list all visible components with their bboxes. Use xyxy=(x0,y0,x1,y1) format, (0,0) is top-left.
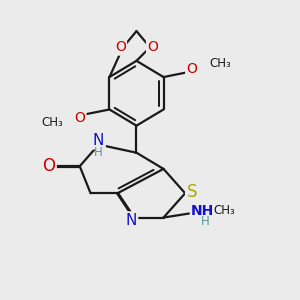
Text: H: H xyxy=(201,215,210,228)
Text: N: N xyxy=(125,213,137,228)
Text: O: O xyxy=(186,62,197,76)
Text: S: S xyxy=(187,183,197,201)
Text: O: O xyxy=(74,111,85,124)
Text: O: O xyxy=(42,157,55,175)
Text: CH₃: CH₃ xyxy=(214,204,235,217)
Text: N: N xyxy=(93,133,104,148)
Text: O: O xyxy=(147,40,158,54)
Text: CH₃: CH₃ xyxy=(209,57,231,70)
Text: O: O xyxy=(115,40,126,54)
Text: NH: NH xyxy=(190,204,214,218)
Text: CH₃: CH₃ xyxy=(42,116,64,130)
Text: H: H xyxy=(94,146,103,159)
